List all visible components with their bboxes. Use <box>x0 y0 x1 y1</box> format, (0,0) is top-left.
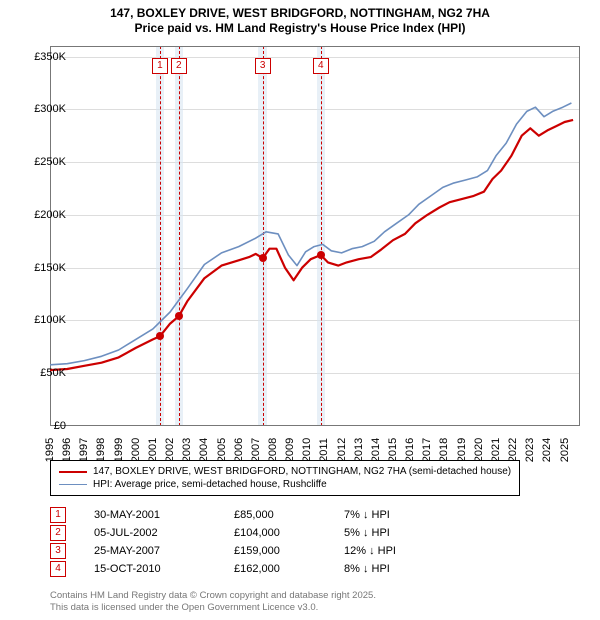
xtick-label: 2023 <box>524 438 536 462</box>
xtick-label: 2008 <box>267 438 279 462</box>
xtick-label: 2004 <box>198 438 210 462</box>
sale-marker-number: 2 <box>171 58 187 74</box>
xtick-label: 1996 <box>61 438 73 462</box>
sales-row: 4 15-OCT-2010£162,0008% ↓ HPI <box>50 560 444 578</box>
legend-label-subject: 147, BOXLEY DRIVE, WEST BRIDGFORD, NOTTI… <box>93 466 511 477</box>
sales-row: 1 30-MAY-2001£85,0007% ↓ HPI <box>50 506 444 524</box>
xtick-label: 2006 <box>233 438 245 462</box>
sale-dot <box>317 251 325 259</box>
sale-dot <box>156 332 164 340</box>
xtick-label: 1995 <box>44 438 56 462</box>
ytick-label: £0 <box>18 420 66 432</box>
ytick-label: £300K <box>18 103 66 115</box>
sale-dot <box>259 254 267 262</box>
sales-row-price: £104,000 <box>234 527 344 539</box>
footer-line1: Contains HM Land Registry data © Crown c… <box>50 590 376 602</box>
sales-row-diff: 12% ↓ HPI <box>344 545 444 557</box>
xtick-label: 2022 <box>507 438 519 462</box>
footer-line2: This data is licensed under the Open Gov… <box>50 602 376 614</box>
sales-row-diff: 5% ↓ HPI <box>344 527 444 539</box>
xtick-label: 2019 <box>456 438 468 462</box>
xtick-label: 2020 <box>473 438 485 462</box>
ytick-label: £100K <box>18 314 66 326</box>
sales-row: 3 25-MAY-2007£159,00012% ↓ HPI <box>50 542 444 560</box>
sales-row-number: 2 <box>50 525 66 541</box>
xtick-label: 2021 <box>490 438 502 462</box>
xtick-label: 2009 <box>284 438 296 462</box>
sale-dot <box>175 312 183 320</box>
sales-row-date: 25-MAY-2007 <box>94 545 234 557</box>
legend-row-hpi: HPI: Average price, semi-detached house,… <box>59 478 511 491</box>
ytick-label: £350K <box>18 51 66 63</box>
xtick-label: 2005 <box>216 438 228 462</box>
title-line2: Price paid vs. HM Land Registry's House … <box>0 21 600 36</box>
title-line1: 147, BOXLEY DRIVE, WEST BRIDGFORD, NOTTI… <box>0 6 600 21</box>
xtick-label: 2003 <box>181 438 193 462</box>
xtick-label: 1998 <box>95 438 107 462</box>
sales-row-price: £85,000 <box>234 509 344 521</box>
sale-marker-number: 1 <box>152 58 168 74</box>
sales-row-number: 4 <box>50 561 66 577</box>
ytick-label: £150K <box>18 262 66 274</box>
sales-row-number: 1 <box>50 507 66 523</box>
xtick-label: 2012 <box>336 438 348 462</box>
legend-swatch-subject <box>59 471 87 473</box>
sales-row-diff: 7% ↓ HPI <box>344 509 444 521</box>
xtick-label: 2018 <box>438 438 450 462</box>
sales-row-diff: 8% ↓ HPI <box>344 563 444 575</box>
xtick-label: 1997 <box>78 438 90 462</box>
xtick-label: 2000 <box>130 438 142 462</box>
xtick-label: 2014 <box>370 438 382 462</box>
xtick-label: 2011 <box>318 438 330 462</box>
line-chart-svg <box>50 46 580 426</box>
xtick-label: 2025 <box>559 438 571 462</box>
sales-row: 2 05-JUL-2002£104,0005% ↓ HPI <box>50 524 444 542</box>
chart-title: 147, BOXLEY DRIVE, WEST BRIDGFORD, NOTTI… <box>0 0 600 36</box>
xtick-label: 2013 <box>353 438 365 462</box>
ytick-label: £50K <box>18 367 66 379</box>
xtick-label: 2017 <box>421 438 433 462</box>
legend: 147, BOXLEY DRIVE, WEST BRIDGFORD, NOTTI… <box>50 460 520 496</box>
footer: Contains HM Land Registry data © Crown c… <box>50 590 376 614</box>
sale-marker-number: 4 <box>313 58 329 74</box>
xtick-label: 2001 <box>147 438 159 462</box>
sales-row-number: 3 <box>50 543 66 559</box>
legend-label-hpi: HPI: Average price, semi-detached house,… <box>93 479 327 490</box>
xtick-label: 2015 <box>387 438 399 462</box>
xtick-label: 2016 <box>404 438 416 462</box>
sales-row-price: £162,000 <box>234 563 344 575</box>
xtick-label: 2007 <box>250 438 262 462</box>
xtick-label: 1999 <box>113 438 125 462</box>
xtick-label: 2010 <box>301 438 313 462</box>
sales-row-price: £159,000 <box>234 545 344 557</box>
sales-row-date: 05-JUL-2002 <box>94 527 234 539</box>
line-hpi <box>50 103 571 365</box>
sales-row-date: 15-OCT-2010 <box>94 563 234 575</box>
xtick-label: 2024 <box>541 438 553 462</box>
ytick-label: £250K <box>18 156 66 168</box>
legend-row-subject: 147, BOXLEY DRIVE, WEST BRIDGFORD, NOTTI… <box>59 465 511 478</box>
legend-swatch-hpi <box>59 484 87 485</box>
sale-marker-number: 3 <box>255 58 271 74</box>
sales-row-date: 30-MAY-2001 <box>94 509 234 521</box>
sales-table: 130-MAY-2001£85,0007% ↓ HPI205-JUL-2002£… <box>50 506 444 578</box>
xtick-label: 2002 <box>164 438 176 462</box>
ytick-label: £200K <box>18 209 66 221</box>
